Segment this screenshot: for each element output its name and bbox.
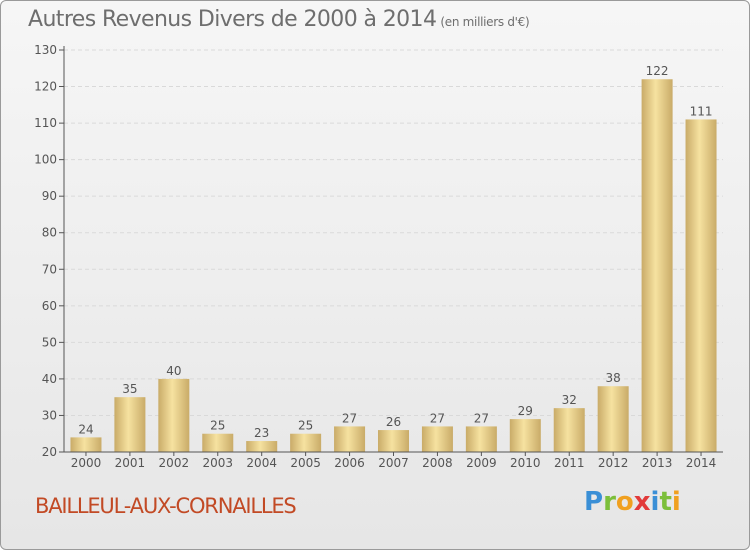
x-tick-label: 2013 — [642, 456, 673, 470]
data-labels: 24 35 40 25 23 25 27 26 27 27 29 32 38 122 111 — [78, 64, 712, 440]
y-tick-label: 40 — [42, 372, 57, 386]
x-tick-label: 2008 — [422, 456, 453, 470]
x-tick-label: 2011 — [554, 456, 585, 470]
y-tick-label: 120 — [34, 80, 57, 94]
y-tick-label: 30 — [42, 408, 57, 422]
data-label: 25 — [298, 419, 313, 433]
chart-title-text: Autres Revenus Divers de 2000 à 2014 — [28, 7, 437, 32]
y-tick-label: 130 — [34, 43, 57, 57]
y-tick-label: 90 — [42, 189, 57, 203]
bar-2004 — [246, 441, 278, 452]
bar-2010 — [509, 419, 541, 452]
bar-2003 — [202, 433, 234, 452]
x-tick-label: 2003 — [202, 456, 233, 470]
y-tick-label: 70 — [42, 262, 57, 276]
data-label: 25 — [210, 419, 225, 433]
x-tick-label: 2005 — [290, 456, 321, 470]
bar-2013 — [641, 79, 673, 453]
data-label: 27 — [342, 411, 357, 425]
bar-2005 — [290, 433, 322, 452]
data-label: 27 — [474, 411, 489, 425]
data-label: 24 — [78, 422, 93, 436]
data-label: 23 — [254, 426, 269, 440]
data-label: 29 — [518, 404, 533, 418]
bar-2006 — [334, 426, 366, 452]
bar-2000 — [70, 437, 102, 452]
y-tick-label: 110 — [34, 116, 57, 130]
place-name: BAILLEUL-AUX-CORNAILLES — [35, 494, 297, 518]
bar-2007 — [378, 430, 409, 452]
data-label: 122 — [646, 64, 669, 78]
bar-2001 — [114, 397, 146, 452]
bars — [70, 79, 717, 453]
x-tick-label: 2004 — [246, 456, 277, 470]
y-tick-label: 80 — [42, 226, 57, 240]
bar-2002 — [158, 378, 190, 452]
y-tick-label: 20 — [42, 445, 57, 459]
chart-unit: (en milliers d'€) — [440, 15, 530, 29]
data-label: 111 — [690, 104, 713, 118]
x-tick-label: 2001 — [115, 456, 146, 470]
y-tick-label: 100 — [34, 153, 57, 167]
bar-2011 — [553, 408, 585, 452]
data-label: 38 — [606, 371, 621, 385]
x-tick-label: 2012 — [598, 456, 629, 470]
y-tick-label: 50 — [42, 335, 57, 349]
bar-2014 — [685, 119, 717, 452]
x-tick-label: 2010 — [510, 456, 541, 470]
proxiti-logo: Proxiti — [584, 487, 681, 517]
data-label: 27 — [430, 411, 445, 425]
x-tick-label: 2000 — [71, 456, 102, 470]
x-tick-label: 2014 — [686, 456, 717, 470]
bar-2009 — [465, 426, 497, 452]
axes: 20 30 40 50 60 70 80 90 100 110 120 130 2000 2001 2002… — [34, 43, 723, 470]
data-label: 40 — [166, 364, 181, 378]
y-tick-label: 60 — [42, 299, 57, 313]
grid-lines — [64, 49, 723, 416]
data-label: 26 — [386, 415, 401, 429]
x-tick-label: 2006 — [334, 456, 365, 470]
x-tick-label: 2009 — [466, 456, 497, 470]
x-tick-label: 2002 — [159, 456, 190, 470]
x-tick-label: 2007 — [378, 456, 409, 470]
data-label: 35 — [122, 382, 137, 396]
chart-title: Autres Revenus Divers de 2000 à 2014 (en … — [28, 7, 530, 32]
bar-2012 — [597, 386, 629, 452]
bar-2008 — [421, 426, 453, 452]
data-label: 32 — [562, 393, 577, 407]
